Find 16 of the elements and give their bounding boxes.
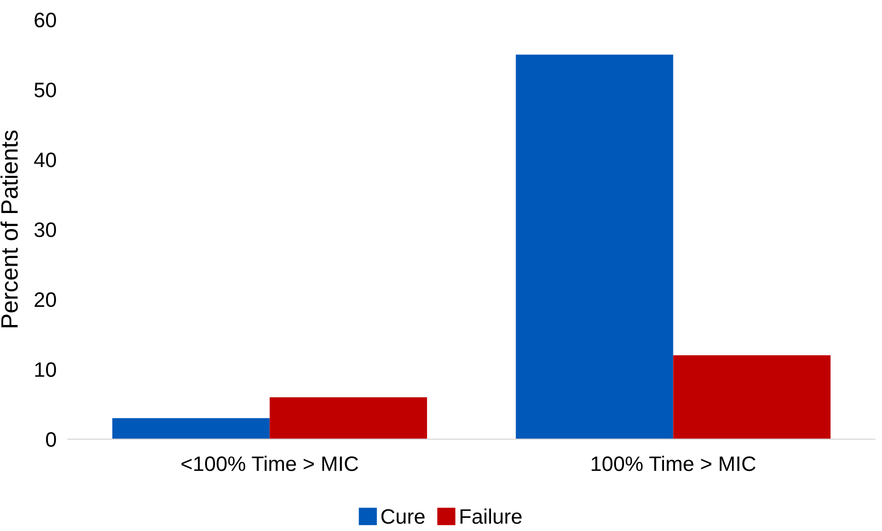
y-tick-label: 0 (46, 432, 56, 447)
bar (516, 54, 674, 440)
x-tick-label: <100% Time > MIC (182, 456, 358, 472)
y-tick-label: 40 (34, 152, 56, 168)
y-tick-label: 10 (35, 362, 56, 377)
x-tick-label: 100% Time > MIC (592, 456, 756, 472)
y-tick-label: 50 (34, 82, 56, 98)
legend-label: Failure (460, 508, 522, 524)
bar (112, 418, 270, 440)
bar (673, 355, 831, 440)
y-axis-title: Percent of Patients (0, 130, 18, 328)
y-tick-label: 20 (34, 292, 56, 308)
y-tick-label: 60 (34, 12, 56, 28)
y-tick-label: 30 (34, 222, 56, 238)
legend-label: Cure (381, 509, 425, 524)
bar (270, 397, 428, 440)
